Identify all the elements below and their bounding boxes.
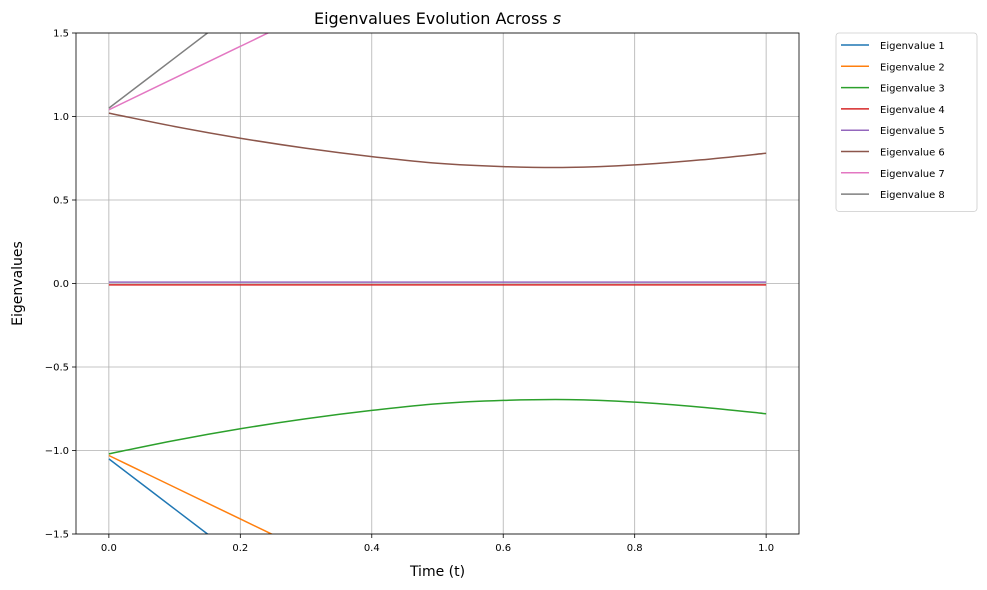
y-tick-label: −1.0 [45,446,69,457]
chart-title-main: Eigenvalues Evolution Across [314,9,553,28]
legend: Eigenvalue 1 Eigenvalue 2 Eigenvalue 3 Eige… [835,32,978,212]
grid-lines [76,32,799,535]
legend-entry-label: Eigenvalue 6 [880,148,945,159]
series-line-eigenvalue-6 [108,112,767,169]
x-tick-label: 0.6 [495,543,511,554]
chart-title-variable: s [553,9,561,28]
axis-ticks: 0.0 0.2 0.4 0.6 0.8 1.0 −1.5 −1.0 −0.5 0.0 0.5 1.0 1… [45,29,774,555]
series-lines [108,33,767,534]
y-tick-label: 0.0 [53,279,69,290]
legend-entry-label: Eigenvalue 7 [880,169,945,180]
legend-entry-label: Eigenvalue 4 [880,105,945,116]
series-line-eigenvalue-3 [108,398,767,455]
y-tick-label: −0.5 [45,363,69,374]
series-line-eigenvalue-2 [108,454,274,534]
y-tick-label: 1.0 [53,112,69,123]
y-axis-label: Eigenvalues [10,241,26,326]
y-tick-label: 1.5 [53,29,69,40]
y-tick-label: 0.5 [53,196,69,207]
series-line-eigenvalue-1 [108,458,209,534]
legend-entry-label: Eigenvalue 5 [880,126,945,137]
x-tick-label: 0.0 [101,543,117,554]
x-tick-label: 0.2 [232,543,248,554]
legend-entry-label: Eigenvalue 3 [880,84,945,95]
legend-entry-label: Eigenvalue 2 [880,62,945,73]
legend-entry-label: Eigenvalue 8 [880,190,945,201]
legend-box [835,32,978,212]
chart-title: Eigenvalues Evolution Across s [314,9,561,28]
x-tick-label: 1.0 [758,543,774,554]
series-line-eigenvalue-8 [108,33,209,109]
legend-entry-label: Eigenvalue 1 [880,41,945,52]
x-tick-label: 0.4 [364,543,380,554]
x-axis-label: Time (t) [409,564,465,580]
y-tick-label: −1.5 [45,530,69,541]
x-tick-label: 0.8 [627,543,643,554]
series-line-eigenvalue-7 [108,33,270,111]
